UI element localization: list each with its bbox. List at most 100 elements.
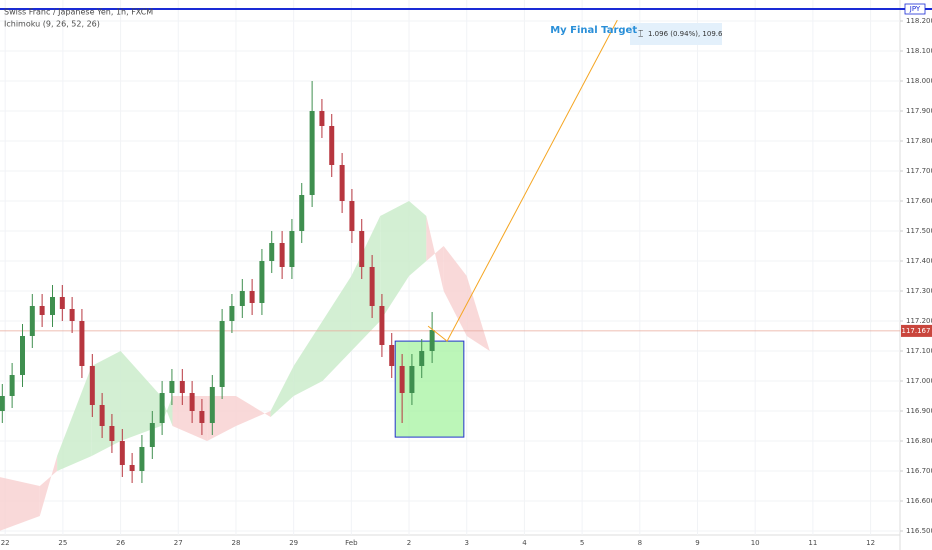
candle-body: [69, 309, 75, 321]
candle-body: [59, 297, 65, 309]
y-tick-label: 117.300: [906, 287, 932, 295]
candle-body: [79, 321, 85, 366]
candle-body: [129, 465, 135, 471]
candle-body: [119, 441, 125, 465]
y-tick-label: 117.100: [906, 347, 932, 355]
candle-body: [219, 321, 225, 387]
cloud-segment: [235, 396, 271, 426]
candle-body: [149, 423, 155, 447]
y-tick-label: 118.100: [906, 47, 932, 55]
candle-body: [109, 426, 115, 441]
candle-body: [349, 201, 355, 231]
candle-body: [169, 381, 175, 393]
x-tick-label: 3: [464, 539, 468, 547]
candle-body: [279, 243, 285, 267]
target-box: [394, 340, 465, 438]
candle-body: [289, 231, 295, 267]
chart-title: Swiss Franc / Japanese Yen, 1h, FXCM: [4, 8, 153, 17]
x-tick-label: 5: [580, 539, 584, 547]
cloud-segment: [91, 351, 121, 456]
y-tick-label: 117.600: [906, 197, 932, 205]
candle-body: [189, 393, 195, 411]
annotation: My Final Target: [550, 25, 637, 36]
cloud-segment: [443, 246, 467, 336]
candle-body: [29, 306, 35, 336]
cloud-segment: [0, 477, 40, 531]
price-badge: [901, 324, 932, 337]
candle-body: [199, 411, 205, 423]
y-tick-label: 117.200: [906, 317, 932, 325]
candle-body: [0, 396, 5, 411]
cloud-segment: [57, 366, 92, 471]
y-tick-label: 116.700: [906, 467, 932, 475]
y-tick-label: 116.800: [906, 437, 932, 445]
candle-body: [419, 351, 425, 366]
x-tick-label: 22: [1, 539, 10, 547]
cloud-segment: [322, 276, 352, 381]
cloud-segment: [426, 216, 444, 291]
indicator-label: Ichimoku (9, 26, 52, 26): [4, 20, 100, 29]
x-tick-label: 8: [638, 539, 642, 547]
candle-body: [9, 375, 15, 396]
y-tick-label: 117.400: [906, 257, 932, 265]
y-tick-label: 117.800: [906, 137, 932, 145]
x-tick-label: 10: [751, 539, 760, 547]
x-tick-label: 2: [407, 539, 411, 547]
cloud-segment: [351, 216, 381, 351]
candle-body: [89, 366, 95, 405]
y-tick-label: 116.600: [906, 497, 932, 505]
x-tick-label: 11: [808, 539, 817, 547]
candle-body: [269, 243, 275, 261]
projection-path: [427, 19, 618, 342]
x-tick-label: 9: [695, 539, 699, 547]
y-tick-label: 116.900: [906, 407, 932, 415]
measure-icon: ⌶: [638, 30, 643, 40]
y-tick-label: 118.200: [906, 17, 932, 25]
candle-body: [159, 393, 165, 423]
candle-body: [329, 126, 335, 165]
candle-body: [229, 306, 235, 321]
candle-body: [239, 291, 245, 306]
cloud-segment: [270, 366, 294, 417]
x-tick-label: 28: [232, 539, 241, 547]
y-tick-label: 117.000: [906, 377, 932, 385]
y-tick-label: 117.700: [906, 167, 932, 175]
x-tick-label: Feb: [345, 539, 358, 547]
candle-body: [379, 306, 385, 345]
cloud-segment: [466, 276, 490, 351]
candle-body: [359, 231, 365, 267]
currency-label: JPY: [909, 5, 921, 13]
cloud-segment: [120, 351, 161, 441]
candle-body: [20, 336, 25, 375]
x-tick-label: 26: [116, 539, 125, 547]
y-tick-label: 117.900: [906, 107, 932, 115]
candle-body: [259, 261, 265, 303]
cloud-segment: [409, 201, 427, 276]
candle-body: [209, 387, 215, 423]
candle-body: [319, 111, 325, 126]
candle-body: [309, 111, 315, 195]
cloud-segment: [39, 456, 58, 516]
y-tick-label: 117.500: [906, 227, 932, 235]
candle-body: [369, 267, 375, 306]
candle-body: [50, 297, 55, 315]
x-tick-label: 12: [866, 539, 875, 547]
candle-body: [429, 330, 435, 351]
measure-box: [630, 23, 722, 45]
currency-badge: [904, 3, 926, 15]
y-tick-label: 116.500: [906, 527, 932, 535]
candle-body: [179, 381, 185, 393]
cloud-segment: [172, 396, 208, 441]
x-tick-label: 25: [58, 539, 67, 547]
x-tick-label: 4: [522, 539, 527, 547]
price-badge-label: 117.167: [902, 327, 931, 335]
candle-body: [299, 195, 305, 231]
candle-body: [389, 345, 395, 366]
candle-body: [399, 366, 405, 393]
cloud-segment: [380, 201, 410, 321]
candle-body: [99, 405, 105, 426]
candle-body: [409, 366, 415, 393]
candle-body: [249, 291, 255, 303]
